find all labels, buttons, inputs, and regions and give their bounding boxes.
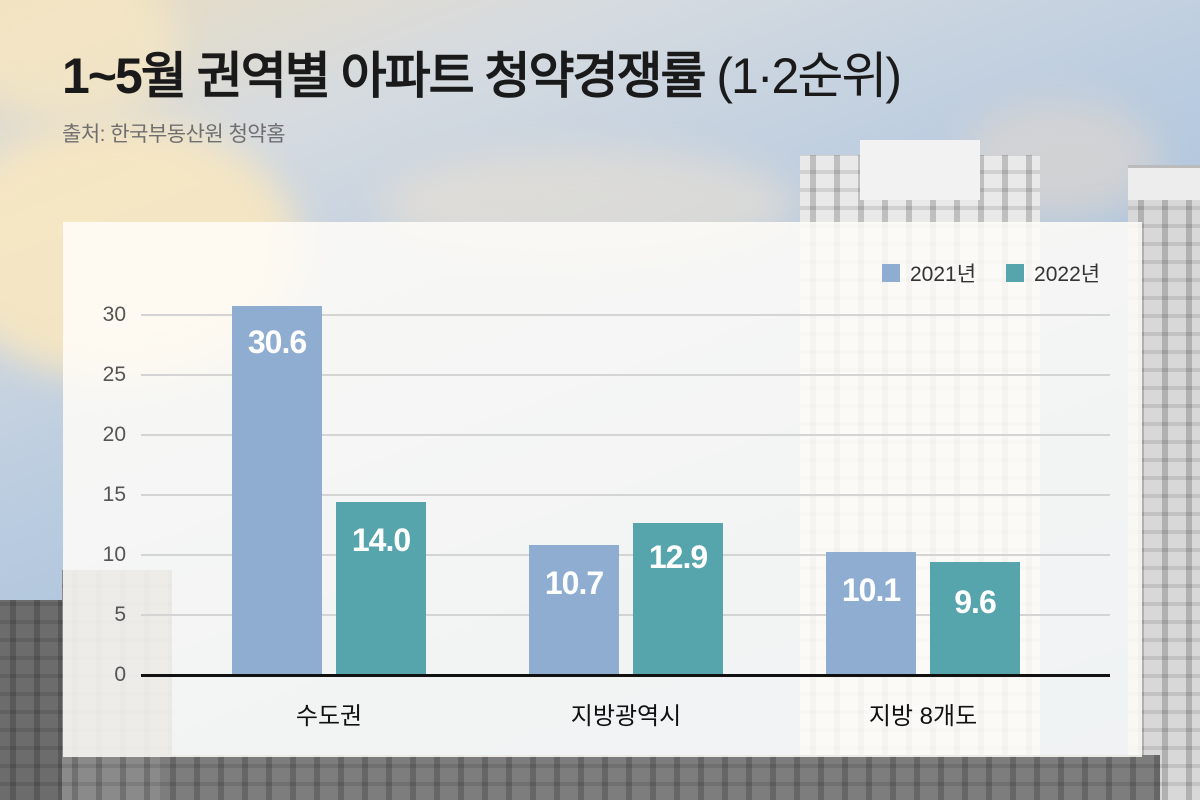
gridline-25: [141, 374, 1110, 376]
building-tower-right-crown: [1128, 165, 1200, 200]
y-tick-20: 20: [102, 423, 126, 446]
bar-value-label: 10.1: [841, 572, 901, 608]
chart-legend: 2021년 2022년: [882, 258, 1100, 288]
y-tick-15: 15: [102, 483, 126, 506]
legend-label-2022: 2022년: [1034, 263, 1101, 286]
gridline-5: [141, 614, 1110, 616]
gridline-20: [141, 434, 1110, 436]
bar-value-label: 10.7: [544, 565, 604, 601]
bar-value-label: 30.6: [247, 324, 307, 360]
bar-value-label: 14.0: [351, 522, 411, 558]
x-label-province: 지방 8개도: [868, 703, 978, 730]
y-tick-0: 0: [114, 663, 126, 686]
building-bottom-strip: [160, 755, 1160, 800]
y-tick-25: 25: [102, 363, 126, 386]
bar-province-2022: 9.6: [930, 562, 1020, 675]
x-label-sudogwon: 수도권: [295, 703, 363, 730]
gridline-10: [141, 554, 1110, 556]
legend-swatch-2022: [1006, 264, 1025, 282]
title-part-rank: (1·2순위): [704, 48, 902, 104]
bar-metro-2022: 12.9: [633, 523, 723, 675]
y-tick-10: 10: [102, 543, 126, 566]
chart-source: 출처: 한국부동산원 청약홈: [62, 123, 286, 146]
x-axis-line: [141, 674, 1110, 677]
building-left: [0, 600, 62, 800]
building-tower-center-top: [860, 140, 980, 200]
legend-label-2021: 2021년: [910, 263, 977, 286]
title-part-period: 1~5월 권역별: [62, 48, 341, 104]
y-tick-5: 5: [114, 603, 126, 626]
legend-item-2022: 2022년: [1006, 258, 1100, 288]
chart-title: 1~5월 권역별 아파트 청약경쟁률 (1·2순위): [62, 36, 902, 108]
legend-swatch-2021: [882, 264, 900, 282]
gridline-30: [141, 314, 1110, 316]
bar-sudogwon-2021: 30.6: [232, 306, 322, 675]
bar-value-label: 12.9: [648, 539, 708, 575]
gridline-15: [141, 494, 1110, 496]
legend-item-2021: 2021년: [882, 258, 976, 288]
bar-value-label: 9.6: [954, 584, 996, 620]
bar-sudogwon-2022: 14.0: [336, 502, 426, 675]
bar-province-2021: 10.1: [826, 552, 916, 675]
x-label-metro: 지방광역시: [570, 703, 682, 730]
y-tick-30: 30: [102, 303, 126, 326]
bar-metro-2021: 10.7: [529, 545, 619, 675]
title-part-main: 아파트 청약경쟁률: [340, 48, 707, 104]
